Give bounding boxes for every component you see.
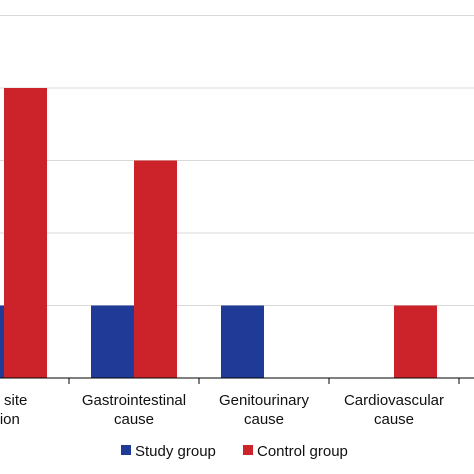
x-axis-ticks	[68, 378, 460, 384]
legend-label-control-group: Control group	[257, 443, 348, 460]
bars	[0, 88, 437, 378]
gridlines	[0, 15, 474, 306]
bar-study-group	[221, 305, 264, 378]
legend-swatch-control-group	[243, 445, 253, 455]
bar-study-group	[91, 305, 134, 378]
x-tick-label: Cardiovascular	[344, 392, 444, 409]
bar-control-group	[134, 160, 177, 378]
x-tick-label: cause	[114, 411, 154, 428]
legend: Study group Control group	[121, 443, 348, 460]
x-tick-label: cal site	[0, 392, 27, 409]
bar-control-group	[4, 88, 47, 378]
legend-swatch-study-group	[121, 445, 131, 455]
bar-study-group	[0, 305, 4, 378]
x-tick-label: ction	[0, 411, 20, 428]
x-tick-label: Gastrointestinal	[82, 392, 186, 409]
x-tick-label: cause	[374, 411, 414, 428]
x-tick-label: Genitourinary	[219, 392, 310, 409]
legend-label-study-group: Study group	[135, 443, 216, 460]
x-axis-tick-labels: cal site ction Gastrointestinal cause Genito…	[0, 392, 444, 428]
bar-control-group	[394, 305, 437, 378]
x-tick-label: cause	[244, 411, 284, 428]
